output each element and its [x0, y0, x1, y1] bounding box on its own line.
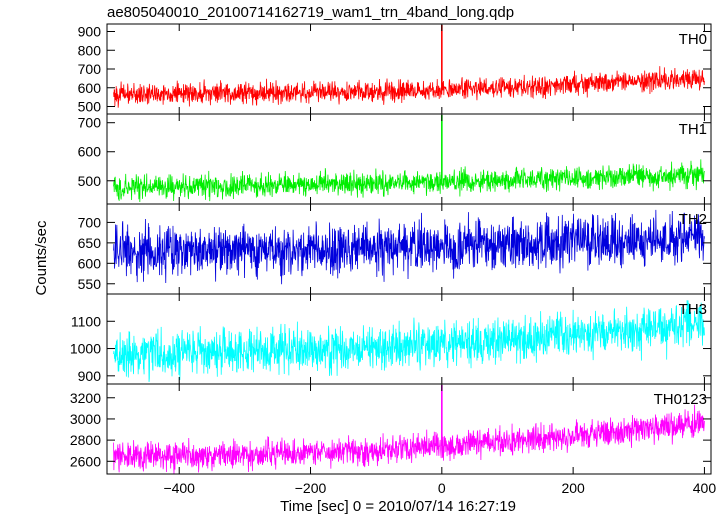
light-curve-th0: [113, 66, 705, 108]
chart-title: ae805040010_20100714162719_wam1_trn_4ban…: [107, 4, 514, 21]
x-tick-label: 200: [561, 480, 585, 496]
panel-frame: [106, 113, 712, 205]
light-curve-th1: [113, 159, 705, 202]
x-axis-label: Time [sec] 0 = 2010/07/14 16:27:19: [280, 498, 516, 515]
y-tick-label: 600: [78, 80, 102, 96]
y-tick-label: 600: [78, 255, 102, 271]
y-tick-label: 650: [78, 235, 102, 251]
y-tick-label: 2600: [70, 453, 101, 469]
panel-th0123: 2600 2800 3000 3200 TH0123: [70, 383, 712, 475]
y-tick-label: 700: [78, 61, 102, 77]
y-tick-label: 3200: [70, 390, 101, 406]
x-tick-label: 0: [438, 480, 446, 496]
light-curve-th2: [113, 209, 705, 285]
y-tick-label: 1000: [70, 341, 101, 357]
panel-th1: 500 600 700 TH1: [78, 113, 712, 205]
panels-group: 500 600 700 800 900 TH0 500 600 700 TH1 550 600 650 7…: [70, 23, 712, 475]
panel-label: TH3: [679, 301, 707, 318]
y-tick-label: 550: [78, 276, 102, 292]
x-tick-label: −400: [163, 480, 195, 496]
y-tick-label: 700: [78, 115, 102, 131]
y-tick-label: 700: [78, 214, 102, 230]
light-curve-th0123: [113, 404, 705, 474]
y-tick-label: 900: [78, 24, 102, 40]
x-tick-label: 400: [693, 480, 717, 496]
y-tick-label: 600: [78, 144, 102, 160]
panel-label: TH2: [679, 211, 707, 228]
y-tick-label: 1100: [71, 313, 101, 329]
y-tick-label: 500: [78, 173, 102, 189]
x-tick-label: −200: [295, 480, 327, 496]
light-curve-th3: [113, 300, 705, 382]
y-tick-label: 3000: [70, 411, 101, 427]
y-tick-label: 500: [78, 99, 102, 115]
y-tick-label: 900: [78, 368, 102, 384]
panel-th3: 900 1000 1100 TH3: [70, 293, 712, 385]
y-tick-label: 2800: [70, 432, 101, 448]
y-axis-label: Counts/sec: [33, 220, 50, 296]
y-tick-label: 800: [78, 42, 102, 58]
panel-label: TH0123: [654, 391, 707, 408]
panel-label: TH1: [679, 121, 707, 138]
panel-th2: 550 600 650 700 TH2: [78, 203, 712, 295]
x-axis: −400 −200 0 200 400: [163, 480, 716, 496]
panel-frame: [106, 383, 712, 475]
panel-label: TH0: [679, 31, 707, 48]
panel-th0: 500 600 700 800 900 TH0: [78, 23, 712, 115]
